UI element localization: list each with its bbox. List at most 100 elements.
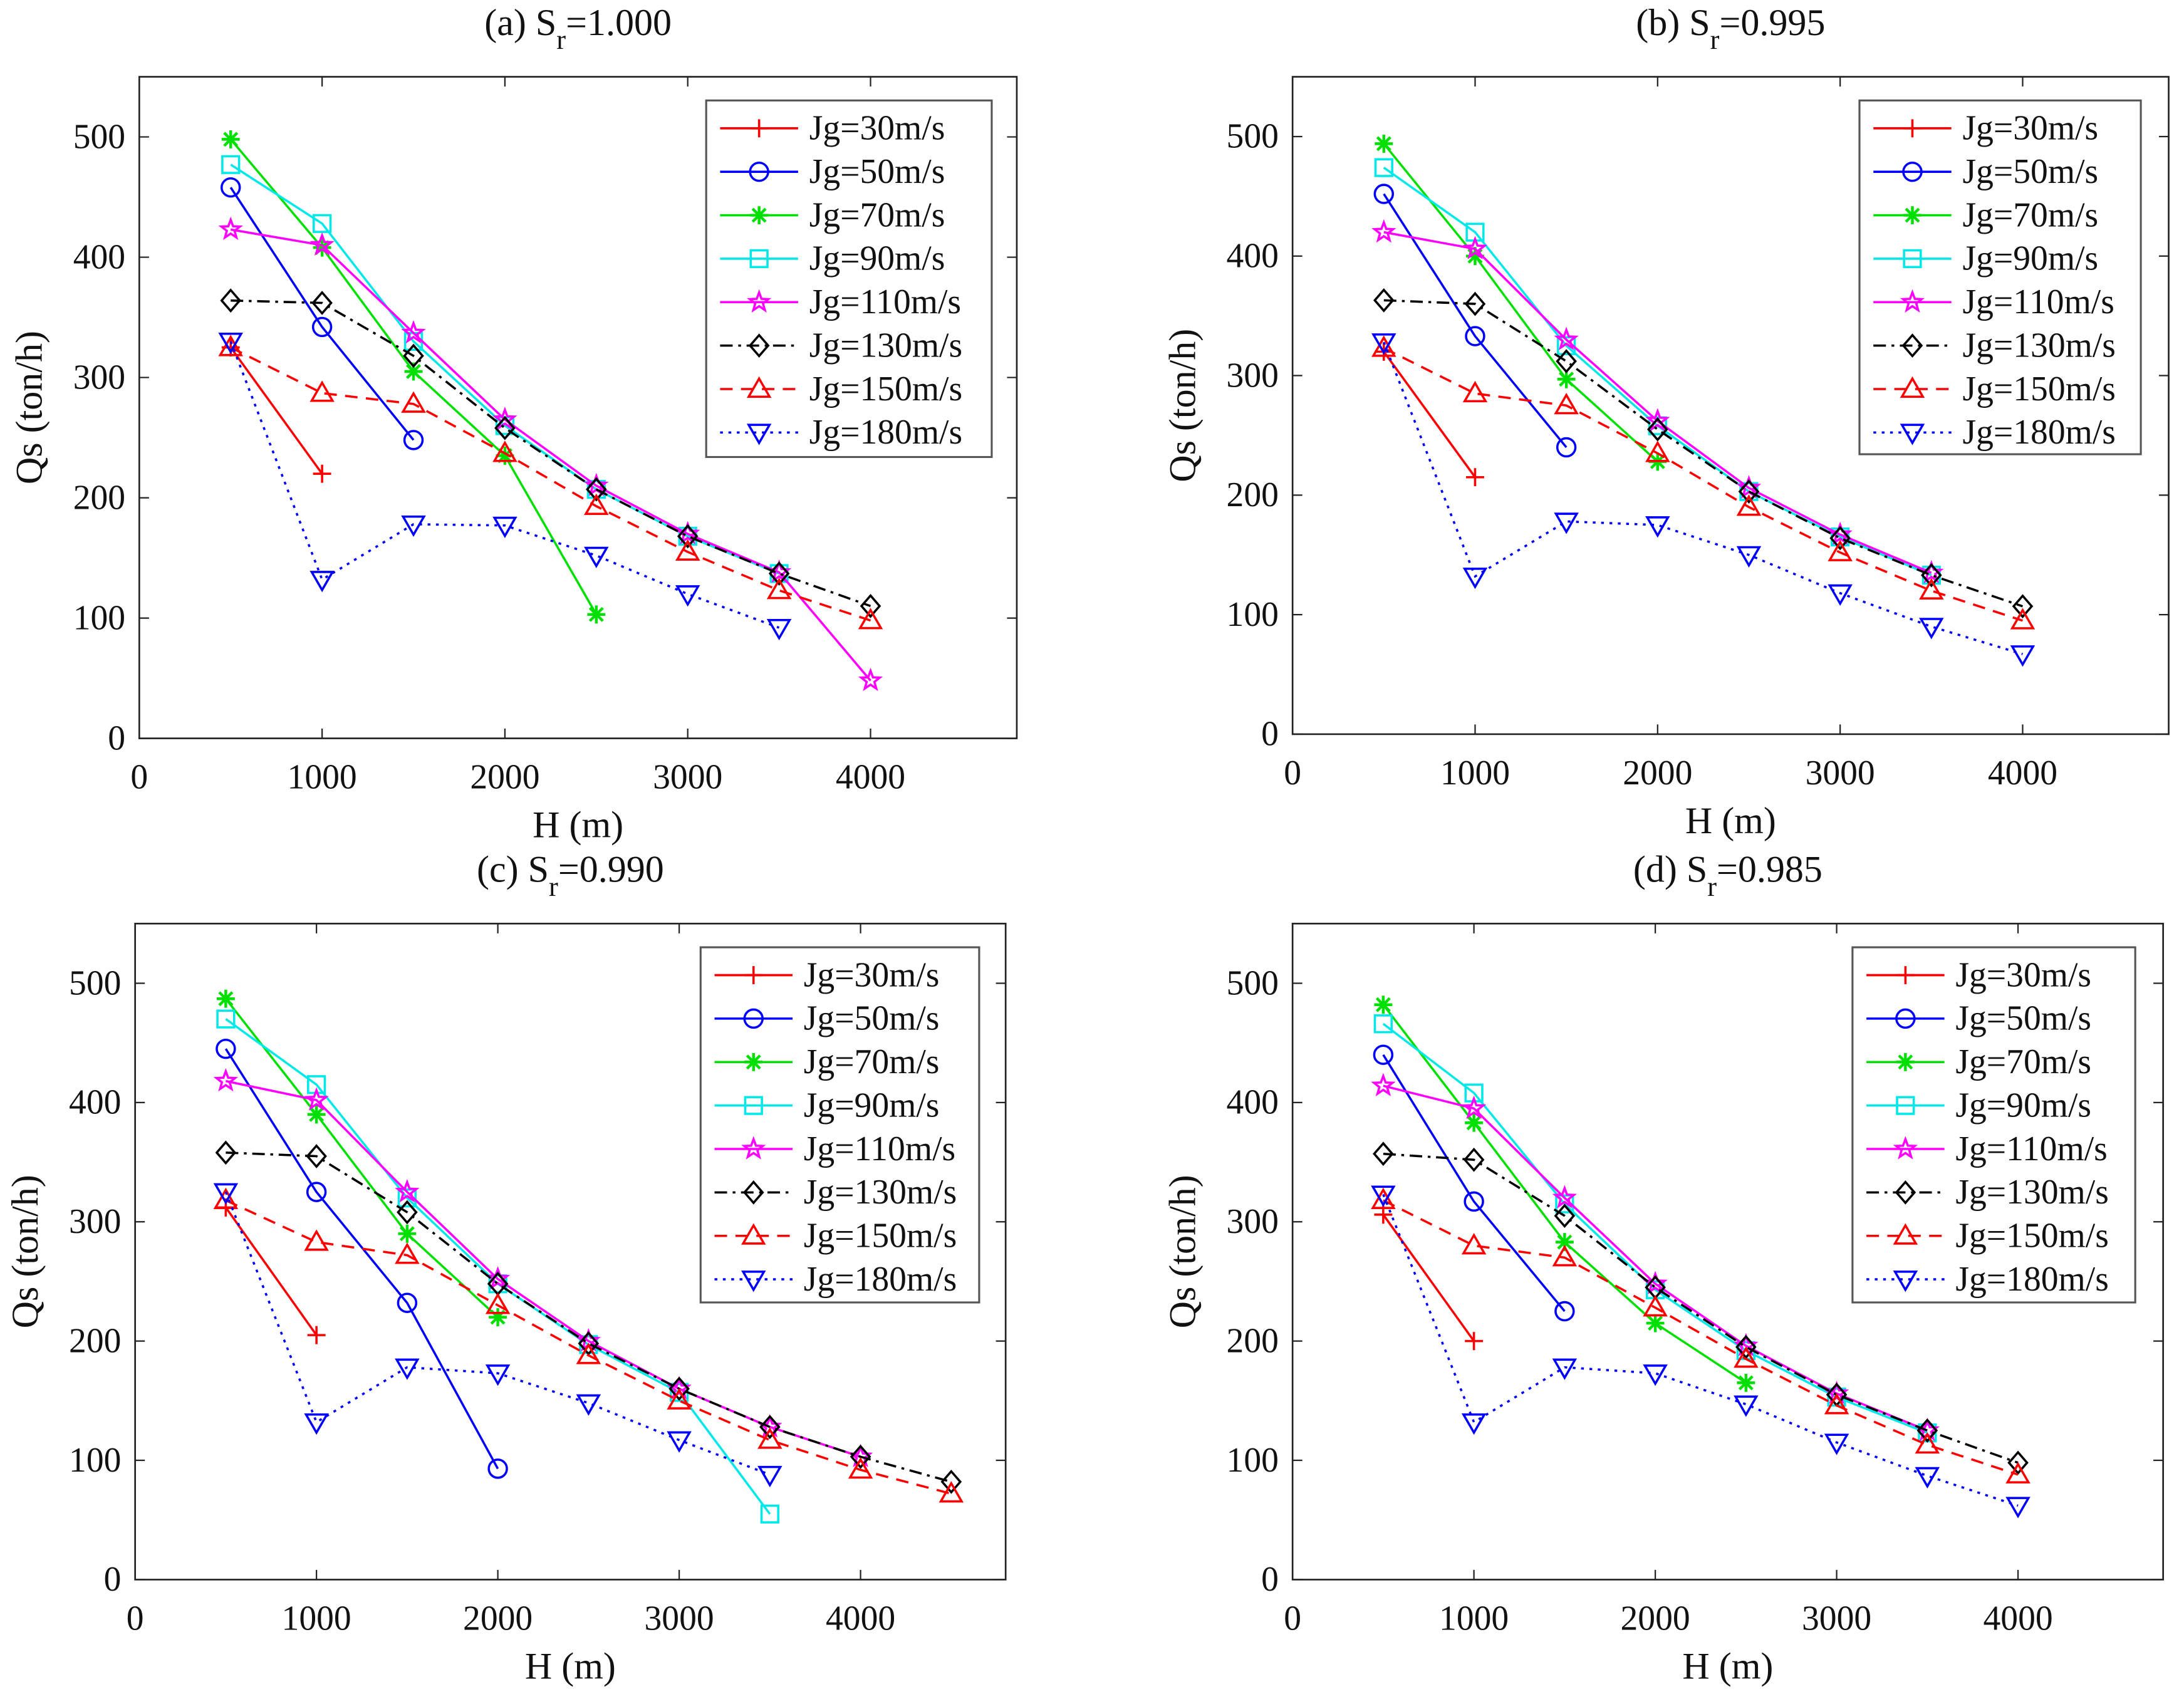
legend-label: Jg=150m/s <box>804 1217 957 1255</box>
data-point <box>213 1068 239 1092</box>
data-point <box>309 571 335 593</box>
data-point <box>584 493 609 516</box>
legend-item: Jg=110m/s <box>714 1130 955 1168</box>
series-line <box>229 346 323 475</box>
data-point <box>1461 1095 1487 1120</box>
data-point <box>2007 1450 2029 1475</box>
data-point <box>1554 1203 1576 1229</box>
data-point <box>1738 479 1760 504</box>
legend-item: Jg=90m/s <box>714 1086 939 1125</box>
legend-marker <box>1895 1180 1916 1205</box>
data-point <box>309 232 335 256</box>
data-point <box>496 446 514 465</box>
legend-marker <box>1900 423 1925 445</box>
data-point <box>485 1292 511 1314</box>
legend-label: Jg=180m/s <box>1963 413 2116 452</box>
data-point <box>757 1427 783 1449</box>
y-axis-label: Qs (ton/h) <box>1162 1175 1204 1328</box>
data-point <box>677 524 699 549</box>
panel-title: (b) Sr=0.995 <box>1636 2 1825 55</box>
data-point <box>1465 1113 1484 1132</box>
x-tick-label: 4000 <box>1983 1599 2052 1638</box>
y-tick-label: 100 <box>73 598 125 637</box>
data-point <box>1915 1432 1940 1454</box>
x-tick-label: 4000 <box>1988 754 2057 792</box>
legend-label: Jg=180m/s <box>1955 1260 2108 1299</box>
data-point <box>213 1187 239 1209</box>
legend-label: Jg=30m/s <box>804 955 940 994</box>
series-Jg=150m/s <box>1371 335 2036 630</box>
data-point <box>1462 568 1488 590</box>
data-point <box>492 516 517 538</box>
series-Jg=180m/s <box>1371 333 2036 667</box>
x-tick-label: 2000 <box>1623 754 1692 792</box>
legend-marker <box>1896 1096 1915 1115</box>
series-Jg=180m/s <box>1371 1185 2031 1519</box>
legend: Jg=30m/s Jg=50m/s Jg=70m/s Jg=90m/s Jg=110m/… <box>699 946 980 1304</box>
legend-marker <box>741 1136 766 1160</box>
data-point <box>220 288 242 313</box>
data-point <box>1643 1295 1668 1317</box>
series-line <box>226 1151 952 1484</box>
data-point <box>1373 1014 1393 1034</box>
legend-marker <box>744 1096 763 1115</box>
legend-marker <box>742 1180 764 1205</box>
series-line <box>1383 351 1476 478</box>
y-tick-label: 100 <box>1227 1441 1279 1480</box>
data-point <box>1921 563 1942 588</box>
x-tick-label: 1000 <box>1439 1599 1509 1638</box>
data-point <box>768 561 790 586</box>
data-point <box>1554 326 1579 351</box>
data-point <box>1464 291 1486 316</box>
data-point <box>586 477 607 502</box>
data-point <box>1373 1141 1394 1167</box>
chart-panel-c: 0 1000 2000 3000 4000 0 100 200 300 400 500 H (m) Qs… <box>4 849 1007 1686</box>
legend-label: Jg=70m/s <box>1955 1042 2091 1081</box>
data-point <box>1464 1191 1484 1212</box>
legend-item: Jg=150m/s <box>1866 1217 2109 1255</box>
legend-marker <box>1900 289 1925 313</box>
data-point <box>1915 1467 1940 1489</box>
data-point <box>313 464 331 483</box>
x-tick-label: 2000 <box>463 1599 533 1638</box>
data-point <box>1462 236 1488 260</box>
data-point <box>1371 333 1396 355</box>
legend-label: Jg=90m/s <box>1963 239 2099 278</box>
x-tick-label: 1000 <box>288 758 357 797</box>
legend-marker <box>746 376 772 398</box>
data-point <box>1919 559 1944 584</box>
legend-marker <box>746 289 772 313</box>
legend-item: Jg=90m/s <box>1873 239 2098 278</box>
series-Jg=70m/s <box>216 989 507 1327</box>
y-tick-label: 100 <box>69 1441 121 1480</box>
legend-label: Jg=70m/s <box>804 1042 940 1081</box>
legend: Jg=30m/s Jg=50m/s Jg=70m/s Jg=90m/s Jg=110m/… <box>1858 99 2142 455</box>
legend-marker <box>750 119 769 138</box>
y-tick-label: 0 <box>108 719 125 757</box>
legend-item: Jg=90m/s <box>1866 1086 2091 1125</box>
series-Jg=70m/s <box>1374 995 1755 1392</box>
x-tick-label: 3000 <box>653 758 722 797</box>
data-point <box>487 1458 508 1479</box>
legend-item: Jg=70m/s <box>1866 1042 2091 1081</box>
title-prefix: (c) S <box>477 849 549 890</box>
legend-label: Jg=180m/s <box>809 413 962 452</box>
data-point <box>759 1415 781 1440</box>
data-point <box>939 1481 964 1503</box>
series-line <box>1383 347 2024 622</box>
data-point <box>1463 1147 1485 1172</box>
title-value: =1.000 <box>566 2 672 43</box>
legend-marker <box>1902 161 1923 182</box>
data-point <box>401 320 426 344</box>
x-tick-label: 0 <box>130 758 148 797</box>
legend-item: Jg=110m/s <box>1866 1130 2108 1168</box>
data-point <box>1373 184 1395 204</box>
series-line <box>1383 231 1932 574</box>
series-line <box>1383 193 1568 449</box>
y-tick-label: 200 <box>73 478 125 517</box>
legend-item: Jg=150m/s <box>714 1217 957 1255</box>
legend-label: Jg=50m/s <box>809 152 945 191</box>
series-Jg=150m/s <box>218 335 883 630</box>
legend-label: Jg=150m/s <box>1955 1217 2108 1255</box>
legend-label: Jg=130m/s <box>804 1173 957 1212</box>
